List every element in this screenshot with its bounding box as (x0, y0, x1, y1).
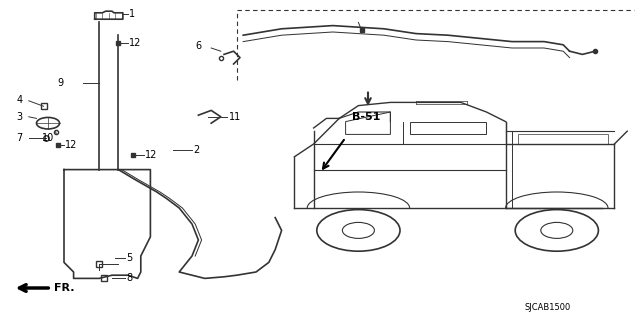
Text: 7: 7 (16, 132, 22, 143)
Text: FR.: FR. (54, 283, 75, 293)
Text: 12: 12 (65, 140, 77, 150)
Text: 9: 9 (58, 78, 64, 88)
Text: 2: 2 (193, 145, 200, 156)
Text: 11: 11 (228, 112, 241, 122)
Text: 12: 12 (145, 150, 157, 160)
Text: 5: 5 (126, 252, 132, 263)
Text: 10: 10 (42, 132, 54, 143)
Text: 6: 6 (195, 41, 202, 52)
Text: 1: 1 (129, 9, 136, 20)
Text: 3: 3 (16, 112, 22, 122)
Text: 12: 12 (129, 38, 141, 48)
Text: B-51: B-51 (352, 112, 380, 122)
Text: 8: 8 (126, 273, 132, 284)
Text: 4: 4 (16, 95, 22, 105)
Text: SJCAB1500: SJCAB1500 (525, 303, 571, 312)
